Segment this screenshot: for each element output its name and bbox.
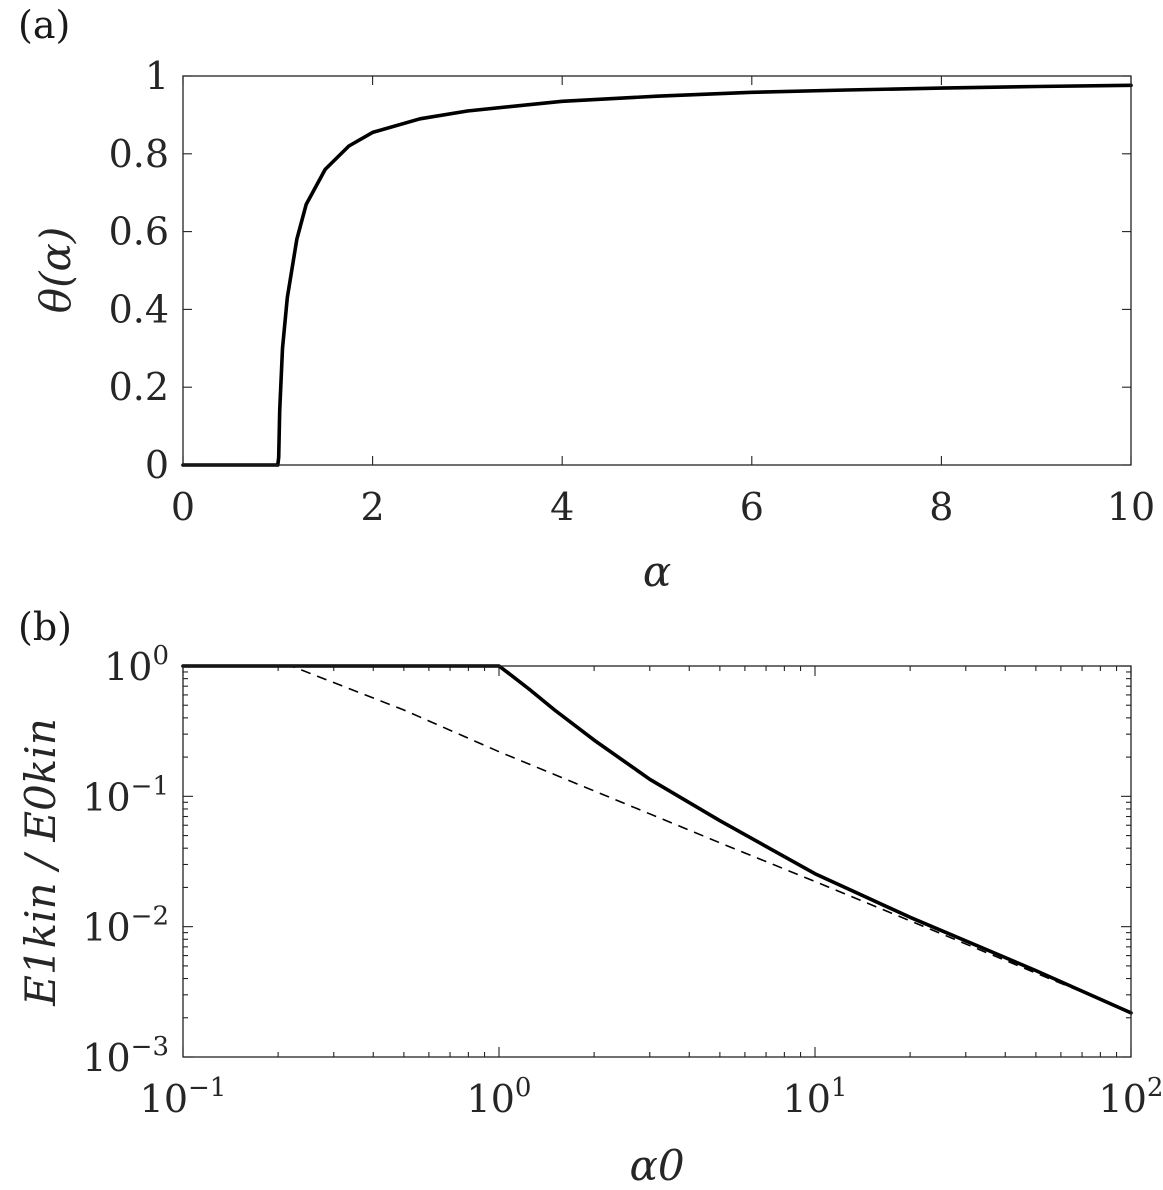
- panel-a-ticks: 0 2 4 6 8 10 0 0.2 0.4 0.6 0.8 1: [109, 54, 1156, 529]
- panel-b-y-tick-label: 10−3: [82, 1032, 169, 1080]
- panel-a-frame: [182, 75, 1132, 466]
- panel-a-x-tick-label: 4: [550, 485, 574, 529]
- panel-a: (a) 0 2 4 6 8 10 0 0.2 0.4 0.6 0.8 1 α θ(α): [18, 3, 1155, 596]
- panel-b-x-tick-label: 102: [1099, 1073, 1163, 1121]
- panel-b-x-tick-label: 101: [783, 1073, 848, 1121]
- panel-b-x-axis-label-text: α0: [629, 1141, 684, 1190]
- panel-b-y-tick-label: 100: [104, 641, 169, 689]
- panel-a-y-tick-label: 0.4: [109, 287, 169, 331]
- panel-b-y-tick-label: 10−2: [82, 902, 169, 950]
- panel-b-y-axis-label-text: E1kin / E0kin: [16, 718, 65, 1006]
- panel-b-label: (b): [18, 605, 72, 649]
- panel-b-x-axis-label: α0: [629, 1141, 684, 1190]
- panel-a-x-tick-label: 8: [929, 485, 953, 529]
- panel-b-ticks: 10−1 100 101 102 10−3 10−2 10−1 100: [82, 641, 1163, 1121]
- panel-b-y-axis-label: E1kin / E0kin: [16, 718, 65, 1006]
- panel-a-x-tick-label: 0: [171, 485, 195, 529]
- panel-a-y-tick-label: 0.8: [109, 132, 169, 176]
- panel-b-asymptote-dashed-line: [183, 665, 1132, 1013]
- panel-a-x-tick-label: 2: [361, 485, 385, 529]
- panel-a-x-axis-label: α: [643, 547, 671, 596]
- panel-b: (b) 10−1 100 101 102 10−3 10−2 10−1 100 α0 E1ki…: [16, 605, 1163, 1190]
- panel-a-theta-curve: [181, 83, 1133, 467]
- panel-a-x-tick-label: 6: [740, 485, 764, 529]
- panel-b-y-tick-label: 10−1: [82, 771, 169, 819]
- panel-a-x-tick-label: 10: [1107, 485, 1155, 529]
- panel-b-x-tick-label: 100: [467, 1073, 532, 1121]
- panel-a-y-axis-label: θ(α): [31, 227, 80, 313]
- panel-a-y-tick-label: 1: [145, 54, 169, 98]
- panel-a-y-tick-label: 0.6: [109, 210, 169, 254]
- panel-a-y-tick-label: 0: [145, 443, 169, 487]
- panel-b-frame: [182, 665, 1132, 1058]
- panel-b-x-tick-label: 10−1: [140, 1073, 227, 1121]
- panel-a-y-tick-label: 0.2: [109, 365, 169, 409]
- panel-b-energy-ratio-curve: [181, 664, 1133, 1015]
- panel-a-label: (a): [18, 3, 70, 47]
